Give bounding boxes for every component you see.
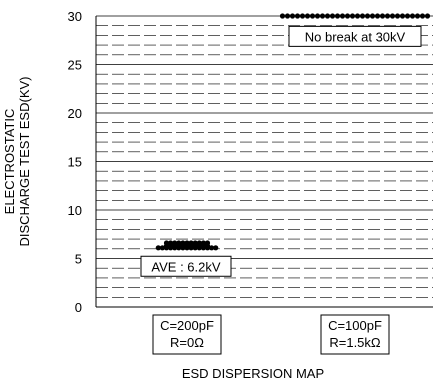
y-tick-labels: 0 5 10 15 20 25 30 bbox=[68, 9, 82, 315]
data-point bbox=[176, 245, 182, 251]
data-point bbox=[279, 13, 286, 19]
category-label-line: C=100pF bbox=[328, 318, 382, 333]
data-point bbox=[389, 13, 396, 19]
data-point bbox=[163, 245, 170, 251]
data-point bbox=[424, 13, 431, 19]
data-point bbox=[384, 13, 391, 19]
data-point bbox=[329, 13, 336, 19]
annotation-box bbox=[140, 255, 232, 277]
data-point bbox=[309, 13, 316, 19]
x-axis-label: ESD DISPERSION MAP bbox=[182, 366, 324, 381]
data-point bbox=[419, 13, 426, 19]
annotations: AVE : 6.2kV No break at 30kV bbox=[140, 25, 422, 277]
annotation-text: AVE : 6.2kV bbox=[151, 259, 220, 274]
data-point bbox=[299, 13, 306, 19]
category-label: C=100pF R=1.5kΩ bbox=[320, 314, 390, 355]
data-point bbox=[304, 13, 311, 19]
data-point bbox=[359, 13, 366, 19]
data-point bbox=[364, 13, 371, 19]
data-point bbox=[204, 245, 211, 251]
annotation-box bbox=[288, 25, 422, 47]
data-point bbox=[414, 13, 421, 19]
y-tick-label: 0 bbox=[75, 300, 82, 315]
y-axis-label-line: ELECTROSTATIC bbox=[2, 109, 17, 215]
data-point bbox=[409, 13, 416, 19]
y-tick-label: 15 bbox=[68, 155, 82, 170]
data-point bbox=[155, 245, 161, 251]
data-point bbox=[314, 13, 321, 19]
category-label-line: C=200pF bbox=[160, 318, 214, 333]
y-tick-label: 10 bbox=[68, 203, 82, 218]
average-annotation: AVE : 6.2kV bbox=[140, 255, 232, 277]
y-tick-label: 20 bbox=[68, 106, 82, 121]
y-axis-label-line: DISCHARGE TEST ESD(KV) bbox=[17, 77, 32, 247]
data-point bbox=[339, 13, 346, 19]
data-point bbox=[213, 245, 219, 251]
data-point bbox=[209, 245, 215, 251]
y-tick-label: 30 bbox=[68, 9, 82, 24]
data-point bbox=[294, 13, 301, 19]
category-label-line: R=1.5kΩ bbox=[329, 335, 381, 350]
data-points bbox=[155, 13, 431, 251]
data-point bbox=[399, 13, 406, 19]
axes bbox=[95, 16, 433, 308]
annotation-text: No break at 30kV bbox=[305, 29, 406, 44]
data-point bbox=[172, 245, 178, 251]
data-point bbox=[379, 13, 386, 19]
data-point bbox=[284, 13, 291, 19]
grid-lines bbox=[96, 15, 433, 298]
data-point bbox=[354, 13, 361, 19]
y-tick-label: 5 bbox=[75, 252, 82, 267]
data-point bbox=[188, 245, 194, 251]
category-label-box bbox=[152, 314, 222, 355]
no-break-annotation: No break at 30kV bbox=[288, 25, 422, 47]
data-point bbox=[369, 13, 376, 19]
data-point bbox=[344, 13, 351, 19]
data-point bbox=[168, 245, 174, 251]
data-point bbox=[200, 245, 206, 251]
data-point bbox=[349, 13, 356, 19]
y-tick-label: 25 bbox=[68, 58, 82, 73]
category-label-line: R=0Ω bbox=[170, 335, 204, 350]
data-point bbox=[159, 245, 165, 251]
data-point bbox=[184, 245, 190, 251]
data-point bbox=[324, 13, 331, 19]
data-point bbox=[192, 245, 198, 251]
data-point bbox=[319, 13, 326, 19]
data-point bbox=[394, 13, 401, 19]
data-point bbox=[196, 245, 202, 251]
data-point bbox=[180, 245, 186, 251]
data-point bbox=[334, 13, 341, 19]
data-point bbox=[289, 13, 296, 19]
y-axis-label: ELECTROSTATIC DISCHARGE TEST ESD(KV) bbox=[2, 77, 32, 247]
data-point bbox=[374, 13, 381, 19]
category-labels: C=200pF R=0Ω C=100pF R=1.5kΩ bbox=[152, 314, 390, 355]
data-point bbox=[404, 13, 411, 19]
category-label: C=200pF R=0Ω bbox=[152, 314, 222, 355]
category-label-box bbox=[320, 314, 390, 355]
